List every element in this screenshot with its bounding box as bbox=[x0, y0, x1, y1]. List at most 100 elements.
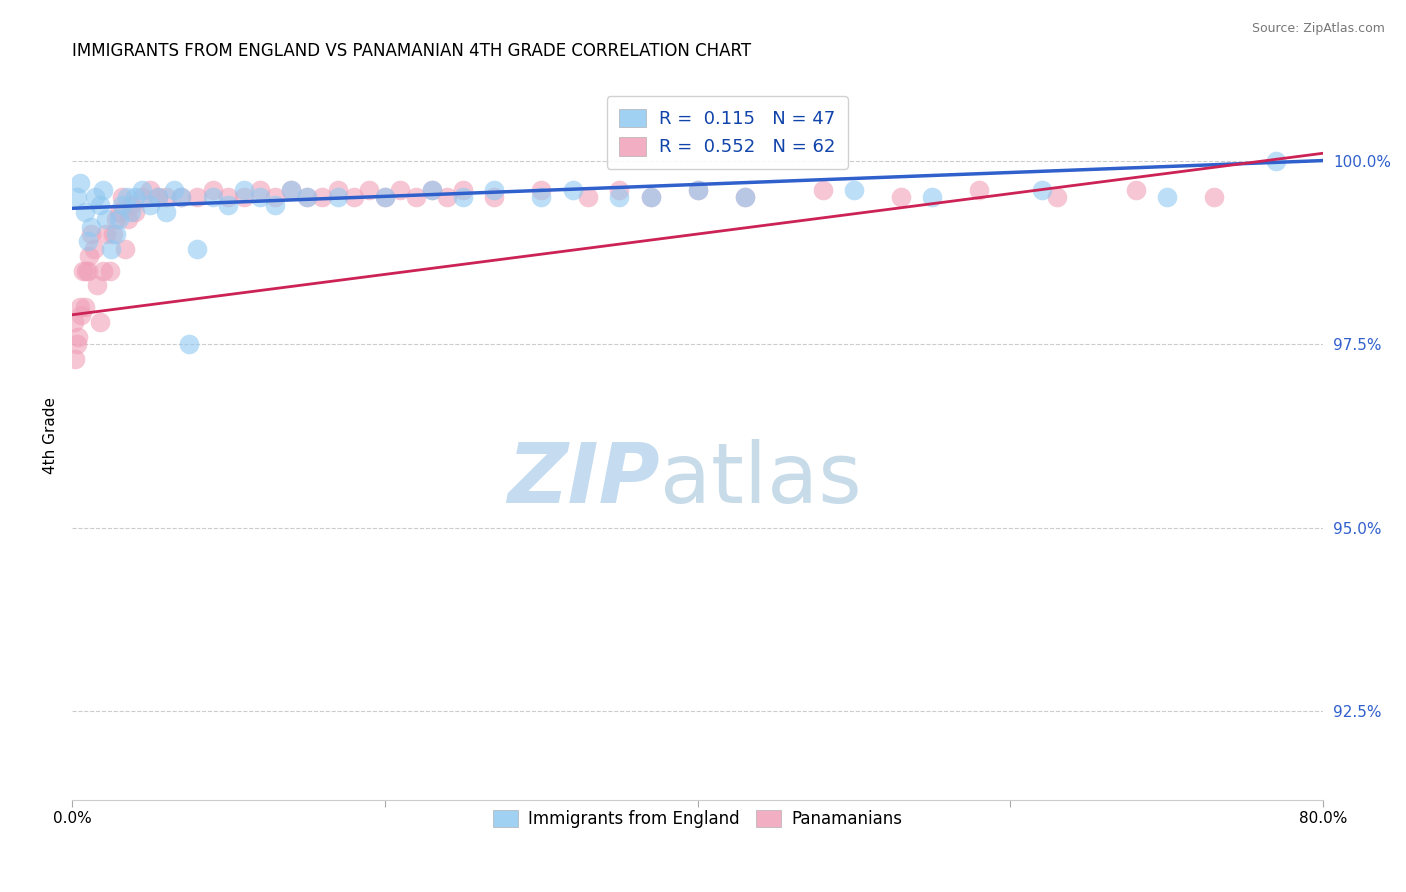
Point bbox=[1265, 153, 1288, 168]
Point bbox=[139, 183, 162, 197]
Point bbox=[89, 197, 111, 211]
Point bbox=[842, 183, 865, 197]
Y-axis label: 4th Grade: 4th Grade bbox=[44, 398, 58, 475]
Point bbox=[100, 242, 122, 256]
Point bbox=[264, 190, 287, 204]
Point bbox=[104, 212, 127, 227]
Text: IMMIGRANTS FROM ENGLAND VS PANAMANIAN 4TH GRADE CORRELATION CHART: IMMIGRANTS FROM ENGLAND VS PANAMANIAN 4T… bbox=[72, 42, 751, 60]
Point bbox=[233, 183, 256, 197]
Point bbox=[576, 190, 599, 204]
Point bbox=[96, 227, 118, 241]
Point bbox=[131, 183, 153, 197]
Point bbox=[86, 278, 108, 293]
Point bbox=[201, 190, 224, 204]
Point bbox=[73, 301, 96, 315]
Point bbox=[186, 190, 208, 204]
Point bbox=[420, 183, 443, 197]
Point bbox=[342, 190, 364, 204]
Point bbox=[89, 315, 111, 329]
Point bbox=[640, 190, 662, 204]
Point bbox=[1125, 183, 1147, 197]
Point bbox=[295, 190, 318, 204]
Point bbox=[84, 190, 107, 204]
Point bbox=[186, 242, 208, 256]
Point bbox=[108, 205, 131, 219]
Point bbox=[120, 197, 142, 211]
Point bbox=[561, 183, 583, 197]
Point bbox=[484, 190, 506, 204]
Point bbox=[146, 190, 169, 204]
Point bbox=[734, 190, 756, 204]
Point bbox=[91, 264, 114, 278]
Point bbox=[83, 242, 105, 256]
Point bbox=[295, 190, 318, 204]
Point bbox=[326, 190, 349, 204]
Point bbox=[811, 183, 834, 197]
Point bbox=[124, 205, 146, 219]
Point bbox=[249, 183, 271, 197]
Point bbox=[484, 183, 506, 197]
Point bbox=[451, 183, 474, 197]
Point bbox=[326, 183, 349, 197]
Point bbox=[120, 205, 142, 219]
Point bbox=[609, 183, 631, 197]
Text: Source: ZipAtlas.com: Source: ZipAtlas.com bbox=[1251, 22, 1385, 36]
Point bbox=[217, 197, 239, 211]
Point bbox=[76, 264, 98, 278]
Point bbox=[69, 176, 91, 190]
Point bbox=[72, 264, 94, 278]
Point bbox=[96, 212, 118, 227]
Point bbox=[73, 205, 96, 219]
Point bbox=[67, 330, 90, 344]
Point bbox=[264, 197, 287, 211]
Point bbox=[117, 212, 139, 227]
Point bbox=[63, 351, 86, 366]
Text: ZIP: ZIP bbox=[508, 439, 659, 520]
Point bbox=[111, 197, 134, 211]
Point bbox=[146, 190, 169, 204]
Point bbox=[311, 190, 333, 204]
Point bbox=[201, 183, 224, 197]
Point bbox=[280, 183, 302, 197]
Point bbox=[101, 227, 124, 241]
Point bbox=[91, 183, 114, 197]
Point bbox=[170, 190, 193, 204]
Point bbox=[70, 308, 93, 322]
Point bbox=[374, 190, 396, 204]
Point bbox=[98, 264, 121, 278]
Point bbox=[80, 227, 103, 241]
Point bbox=[155, 205, 177, 219]
Point bbox=[111, 190, 134, 204]
Point bbox=[66, 190, 89, 204]
Point bbox=[124, 190, 146, 204]
Point bbox=[76, 235, 98, 249]
Point bbox=[609, 190, 631, 204]
Point bbox=[734, 190, 756, 204]
Point bbox=[108, 212, 131, 227]
Point bbox=[1202, 190, 1225, 204]
Point bbox=[921, 190, 943, 204]
Point bbox=[359, 183, 381, 197]
Point bbox=[1031, 183, 1053, 197]
Point bbox=[451, 190, 474, 204]
Point bbox=[233, 190, 256, 204]
Point bbox=[217, 190, 239, 204]
Point bbox=[104, 227, 127, 241]
Point bbox=[280, 183, 302, 197]
Point bbox=[686, 183, 709, 197]
Point bbox=[114, 242, 136, 256]
Point bbox=[115, 190, 138, 204]
Point bbox=[436, 190, 458, 204]
Point bbox=[374, 190, 396, 204]
Point bbox=[249, 190, 271, 204]
Point bbox=[75, 264, 97, 278]
Point bbox=[1156, 190, 1178, 204]
Text: atlas: atlas bbox=[659, 439, 862, 520]
Legend: Immigrants from England, Panamanians: Immigrants from England, Panamanians bbox=[486, 804, 908, 835]
Point bbox=[530, 190, 553, 204]
Point bbox=[139, 197, 162, 211]
Point bbox=[640, 190, 662, 204]
Point bbox=[405, 190, 427, 204]
Point bbox=[62, 315, 84, 329]
Point bbox=[80, 219, 103, 234]
